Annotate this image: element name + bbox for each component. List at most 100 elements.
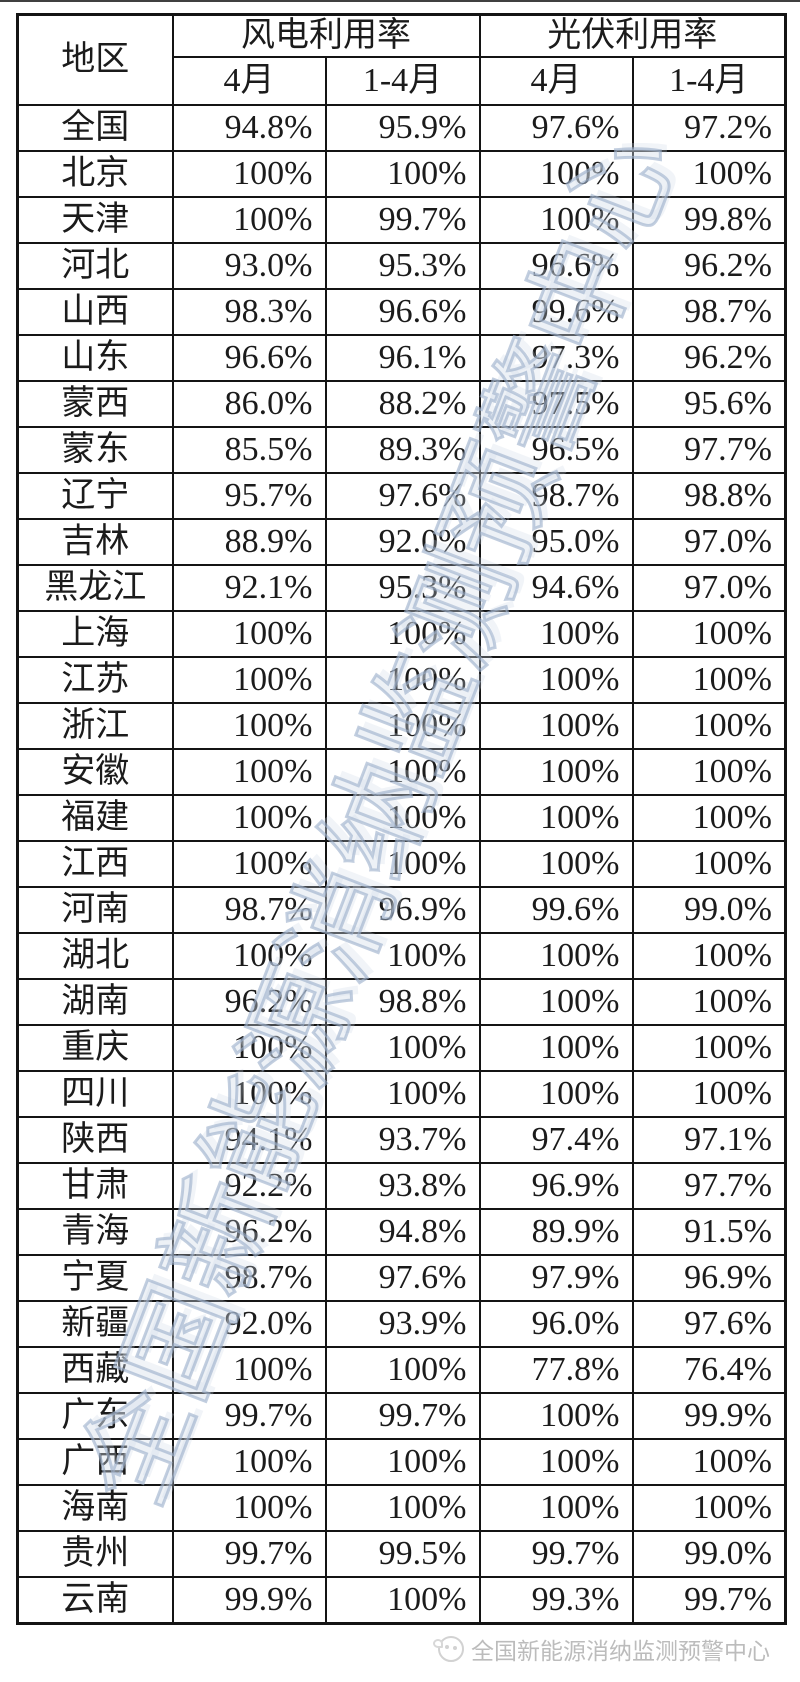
value-cell: 97.9%: [478, 1254, 634, 1302]
region-cell: 广东: [16, 1392, 174, 1440]
value-cell: 97.6%: [631, 1300, 787, 1348]
table-row: 广西 100% 100% 100% 100%: [16, 1438, 787, 1486]
value-cell: 100%: [478, 1438, 634, 1486]
header-group-row: 地区 风电利用率 光伏利用率: [16, 13, 787, 106]
value-cell: 95.7%: [171, 472, 327, 520]
value-cell: 100%: [324, 656, 481, 704]
region-cell: 湖北: [16, 932, 174, 980]
value-cell: 100%: [171, 1484, 327, 1532]
region-cell: 宁夏: [16, 1254, 174, 1302]
value-cell: 100%: [631, 1484, 787, 1532]
value-cell: 100%: [324, 794, 481, 842]
value-cell: 100%: [171, 932, 327, 980]
column-header-region: 地区: [16, 13, 174, 106]
value-cell: 100%: [478, 610, 634, 658]
region-cell: 新疆: [16, 1300, 174, 1348]
value-cell: 96.9%: [631, 1254, 787, 1302]
value-cell: 92.0%: [324, 518, 481, 566]
value-cell: 97.3%: [478, 334, 634, 382]
region-cell: 青海: [16, 1208, 174, 1256]
value-cell: 100%: [324, 610, 481, 658]
value-cell: 100%: [171, 656, 327, 704]
table-row: 陕西 94.1% 93.7% 97.4% 97.1%: [16, 1116, 787, 1164]
table-body: 全国 94.8% 95.9% 97.6% 97.2% 北京 100% 100% 100% 100%…: [16, 104, 787, 1625]
value-cell: 100%: [631, 978, 787, 1026]
value-cell: 89.9%: [478, 1208, 634, 1256]
value-cell: 100%: [324, 1484, 481, 1532]
value-cell: 96.2%: [171, 978, 327, 1026]
value-cell: 99.7%: [171, 1392, 327, 1440]
value-cell: 100%: [324, 932, 481, 980]
table-row: 辽宁 95.7% 97.6% 98.7% 98.8%: [16, 472, 787, 520]
value-cell: 99.6%: [478, 886, 634, 934]
value-cell: 100%: [631, 656, 787, 704]
value-cell: 93.7%: [324, 1116, 481, 1164]
region-cell: 山西: [16, 288, 174, 336]
value-cell: 85.5%: [171, 426, 327, 474]
value-cell: 100%: [631, 932, 787, 980]
value-cell: 96.6%: [478, 242, 634, 290]
value-cell: 77.8%: [478, 1346, 634, 1394]
column-header-wind-april: 4月: [171, 56, 327, 106]
value-cell: 100%: [171, 1070, 327, 1118]
value-cell: 100%: [171, 610, 327, 658]
value-cell: 92.2%: [171, 1162, 327, 1210]
value-cell: 100%: [171, 1438, 327, 1486]
value-cell: 100%: [171, 794, 327, 842]
region-cell: 陕西: [16, 1116, 174, 1164]
table-row: 青海 96.2% 94.8% 89.9% 91.5%: [16, 1208, 787, 1256]
value-cell: 97.0%: [631, 564, 787, 612]
value-cell: 98.3%: [171, 288, 327, 336]
region-cell: 云南: [16, 1576, 174, 1625]
value-cell: 89.3%: [324, 426, 481, 474]
value-cell: 96.2%: [171, 1208, 327, 1256]
table-row: 湖南 96.2% 98.8% 100% 100%: [16, 978, 787, 1026]
table-row: 贵州 99.7% 99.5% 99.7% 99.0%: [16, 1530, 787, 1578]
value-cell: 92.0%: [171, 1300, 327, 1348]
region-cell: 全国: [16, 104, 174, 152]
value-cell: 93.9%: [324, 1300, 481, 1348]
table-row: 江苏 100% 100% 100% 100%: [16, 656, 787, 704]
column-header-pv-april: 4月: [478, 56, 634, 106]
region-cell: 上海: [16, 610, 174, 658]
value-cell: 99.7%: [324, 196, 481, 244]
table-row: 黑龙江 92.1% 95.3% 94.6% 97.0%: [16, 564, 787, 612]
value-cell: 98.7%: [478, 472, 634, 520]
table-row: 北京 100% 100% 100% 100%: [16, 150, 787, 198]
footer-credit: 全国新能源消纳监测预警中心: [433, 1633, 770, 1665]
value-cell: 99.9%: [171, 1576, 327, 1625]
table-row: 江西 100% 100% 100% 100%: [16, 840, 787, 888]
value-cell: 100%: [324, 1438, 481, 1486]
table-row: 蒙东 85.5% 89.3% 96.5% 97.7%: [16, 426, 787, 474]
value-cell: 95.6%: [631, 380, 787, 428]
region-cell: 四川: [16, 1070, 174, 1118]
value-cell: 95.0%: [478, 518, 634, 566]
column-group-pv-utilization: 光伏利用率: [478, 13, 787, 58]
table-row: 山东 96.6% 96.1% 97.3% 96.2%: [16, 334, 787, 382]
value-cell: 100%: [478, 932, 634, 980]
table-row: 广东 99.7% 99.7% 100% 99.9%: [16, 1392, 787, 1440]
value-cell: 100%: [478, 794, 634, 842]
value-cell: 97.2%: [631, 104, 787, 152]
value-cell: 97.7%: [631, 426, 787, 474]
table-row: 重庆 100% 100% 100% 100%: [16, 1024, 787, 1072]
value-cell: 100%: [631, 1024, 787, 1072]
value-cell: 98.7%: [631, 288, 787, 336]
value-cell: 97.6%: [324, 1254, 481, 1302]
value-cell: 100%: [631, 702, 787, 750]
value-cell: 100%: [324, 1024, 481, 1072]
value-cell: 76.4%: [631, 1346, 787, 1394]
value-cell: 100%: [324, 1070, 481, 1118]
region-cell: 河南: [16, 886, 174, 934]
value-cell: 96.0%: [478, 1300, 634, 1348]
table-row: 上海 100% 100% 100% 100%: [16, 610, 787, 658]
value-cell: 100%: [478, 1024, 634, 1072]
value-cell: 100%: [478, 840, 634, 888]
value-cell: 100%: [631, 150, 787, 198]
table-row: 河北 93.0% 95.3% 96.6% 96.2%: [16, 242, 787, 290]
value-cell: 100%: [171, 748, 327, 796]
table-row: 安徽 100% 100% 100% 100%: [16, 748, 787, 796]
region-cell: 江西: [16, 840, 174, 888]
value-cell: 100%: [478, 1070, 634, 1118]
column-header-wind-jan-april: 1-4月: [324, 56, 481, 106]
